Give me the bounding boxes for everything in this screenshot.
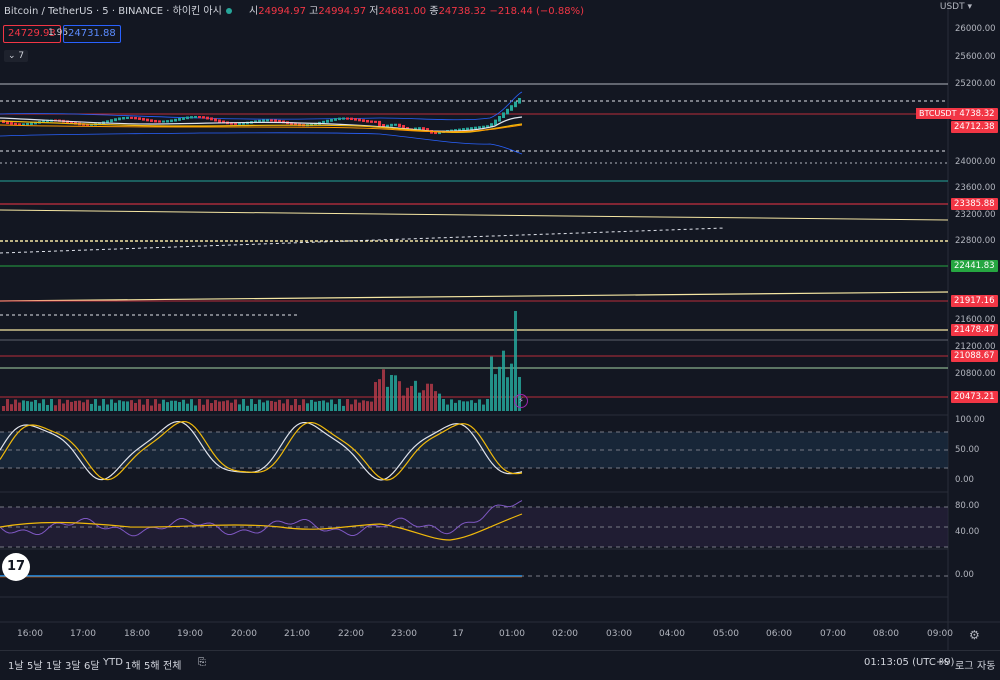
time-axis-tick: 21:00: [284, 629, 310, 639]
calendar-range-icon[interactable]: ⎘: [198, 657, 206, 668]
price-level-label: 21088.67: [951, 350, 998, 362]
rsi-ma-line: [0, 513, 523, 541]
heikin-ashi-candles[interactable]: [2, 98, 521, 135]
symbol-title[interactable]: Bitcoin / TetherUS · 5 · BINANCE · 하이킨 아…: [4, 6, 222, 17]
price-axis-tick: 80.00: [955, 501, 980, 511]
open-value: 24994.97: [258, 6, 306, 17]
stoch-k-line: [0, 420, 523, 481]
timeframe-button[interactable]: 1달: [46, 661, 62, 672]
high-label: 고: [309, 6, 319, 17]
price-level-label: 22441.83: [951, 260, 998, 272]
indicators-collapse-button[interactable]: ⌄ 7: [4, 50, 29, 62]
price-axis-tick: 21600.00: [955, 315, 996, 325]
price-level-label: 21917.16: [951, 295, 998, 307]
price-axis-tick: 100.00: [955, 415, 985, 425]
close-label: 종: [429, 6, 439, 17]
timeframe-button[interactable]: YTD: [103, 657, 123, 668]
time-axis-tick: 09:00: [927, 629, 953, 639]
percent-toggle[interactable]: %: [939, 657, 949, 668]
currency-unit[interactable]: USDT ▾: [940, 2, 972, 12]
timeframe-button[interactable]: 6달: [84, 661, 100, 672]
currency-unit-label: USDT: [939, 2, 965, 12]
price-axis-tick: 40.00: [955, 527, 980, 537]
low-label: 저: [369, 6, 379, 17]
price-axis-tick: 25600.00: [955, 52, 996, 62]
time-axis-tick: 18:00: [124, 629, 150, 639]
price-axis-tick: 24000.00: [955, 157, 996, 167]
price-level-label: 24712.38: [951, 121, 998, 133]
time-axis-tick: 03:00: [606, 629, 632, 639]
high-value: 24994.97: [318, 6, 367, 17]
time-axis-tick: 17: [452, 629, 464, 639]
timeframe-button[interactable]: 1날: [8, 661, 24, 672]
price-level-label: 24738.32: [951, 108, 998, 120]
price-axis-tick: 0.00: [955, 570, 974, 580]
sell-button[interactable]: 24729.93: [3, 25, 61, 43]
price-axis-tick: 0.00: [955, 475, 974, 485]
time-axis-tick: 02:00: [552, 629, 578, 639]
low-value: 24681.00: [378, 6, 427, 17]
time-axis-tick: 01:00: [499, 629, 525, 639]
bollinger-upper: [0, 91, 523, 121]
price-axis-tick: 23600.00: [955, 183, 996, 193]
price-axis-tick: 22800.00: [955, 236, 996, 246]
drawing-trendline[interactable]: [0, 291, 949, 302]
buy-button[interactable]: 24731.88: [63, 25, 121, 43]
timeframe-button[interactable]: 5해: [144, 661, 160, 672]
time-axis-tick: 06:00: [766, 629, 792, 639]
ma-white: [0, 116, 523, 132]
time-axis-tick: 07:00: [820, 629, 846, 639]
price-level-label: 21478.47: [951, 324, 998, 336]
time-axis-tick: 05:00: [713, 629, 739, 639]
price-axis-tick: 21200.00: [955, 342, 996, 352]
ohlc-values: 시24994.97 고24994.97 저24681.00 종24738.32 …: [249, 6, 584, 17]
price-level-label: 20473.21: [951, 391, 998, 403]
timeframe-button[interactable]: 1해: [125, 661, 141, 672]
open-label: 시: [249, 6, 259, 17]
lightning-icon[interactable]: ⚡: [514, 394, 528, 408]
drawing-trendline[interactable]: [0, 209, 949, 221]
stoch-d-line: [0, 420, 523, 481]
timeframe-button[interactable]: 5날: [27, 661, 43, 672]
change-value: −218.44 (−0.88%): [489, 6, 584, 17]
time-axis-tick: 22:00: [338, 629, 364, 639]
time-axis-tick: 04:00: [659, 629, 685, 639]
price-axis-tick: 20800.00: [955, 369, 996, 379]
chevron-down-icon: ⌄: [8, 51, 16, 61]
time-axis-tick: 16:00: [17, 629, 43, 639]
spread-value: 1.95: [48, 28, 69, 38]
drawing-trendline[interactable]: [0, 227, 726, 254]
time-axis-tick: 23:00: [391, 629, 417, 639]
time-axis-tick: 20:00: [231, 629, 257, 639]
clock[interactable]: 01:13:05 (UTC+9): [864, 657, 955, 668]
time-axis-tick: 19:00: [177, 629, 203, 639]
indicator-count: 7: [18, 51, 25, 61]
symbol-price-tag: BTCUSDT: [916, 108, 960, 119]
chevron-down-icon: ▾: [967, 2, 972, 12]
price-axis-tick: 23200.00: [955, 210, 996, 220]
bollinger-lower: [0, 132, 523, 155]
market-status-icon: [225, 8, 232, 14]
price-level-label: 23385.88: [951, 198, 998, 210]
timeframe-button[interactable]: 전체: [163, 661, 182, 672]
ma-yellow: [0, 120, 523, 133]
volume-bars: [2, 311, 521, 411]
auto-toggle[interactable]: 자동: [977, 661, 996, 672]
close-value: 24738.32: [438, 6, 487, 17]
time-axis-tick: 17:00: [70, 629, 96, 639]
rsi-line: [0, 500, 523, 537]
time-axis-tick: 08:00: [873, 629, 899, 639]
gear-icon[interactable]: ⚙: [969, 628, 980, 642]
price-axis-tick: 26000.00: [955, 24, 996, 34]
legend-header: Bitcoin / TetherUS · 5 · BINANCE · 하이킨 아…: [4, 2, 584, 17]
log-toggle[interactable]: 로그: [955, 661, 974, 672]
price-axis-tick: 25200.00: [955, 79, 996, 89]
price-axis-tick: 50.00: [955, 445, 980, 455]
bottom-toolbar: [0, 650, 1000, 680]
ma-orange: [0, 124, 523, 133]
tradingview-logo[interactable]: 17: [2, 553, 30, 581]
timeframe-button[interactable]: 3달: [65, 661, 81, 672]
